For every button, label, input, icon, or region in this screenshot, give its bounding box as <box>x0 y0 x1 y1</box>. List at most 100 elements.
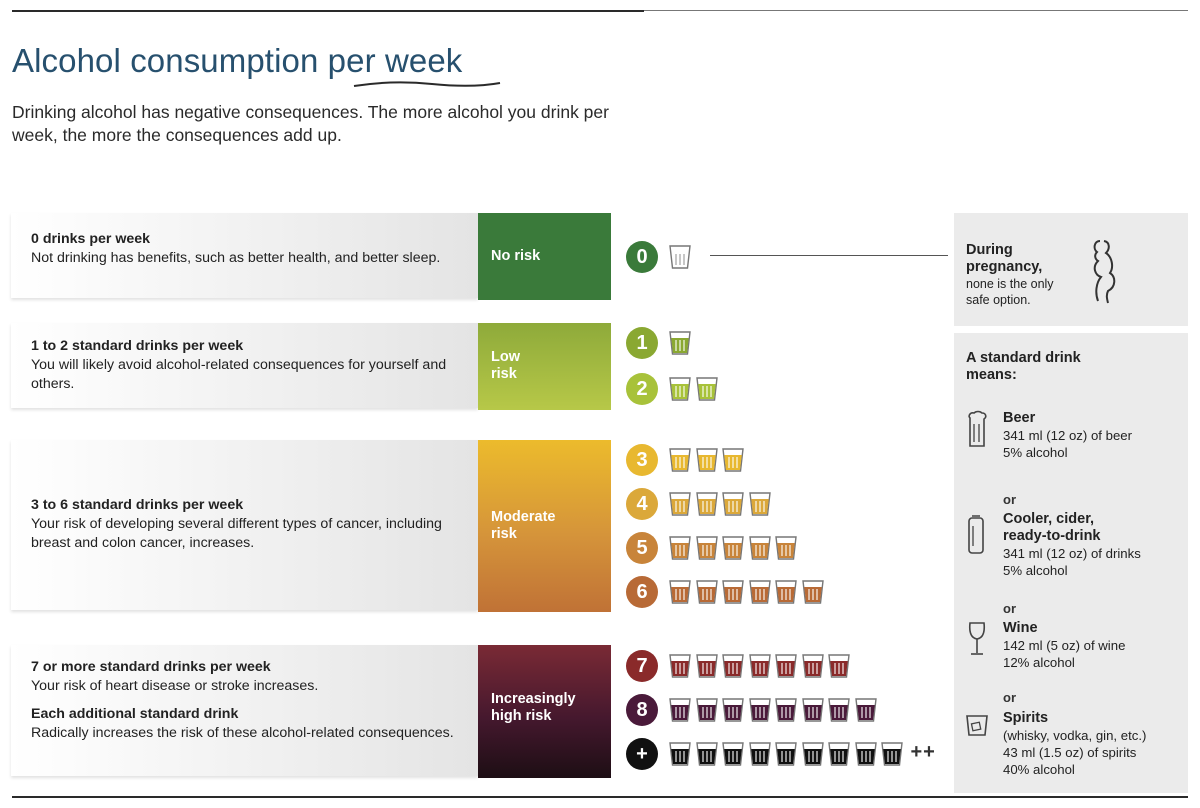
drink-row: 4 <box>626 487 946 521</box>
standard-drink-glass-icon <box>695 448 718 472</box>
drink-count-circle: 8 <box>626 694 658 726</box>
standard-drink-glass-icon <box>801 698 824 722</box>
level-body: Your risk of developing several differen… <box>31 516 442 551</box>
standard-drink-glass-icon <box>748 654 771 678</box>
drink-row: 5 <box>626 531 946 565</box>
standard-drink-glass-icon <box>722 742 744 766</box>
pregnancy-box: During pregnancy, none is the only safe … <box>954 213 1188 326</box>
or-label: or <box>1003 492 1016 507</box>
level-body: Not drinking has benefits, such as bette… <box>31 250 441 266</box>
standard-drink-glass-icon <box>748 742 771 766</box>
drink-count-circle: 2 <box>626 373 658 405</box>
drink-abv-cooler: 5% alcohol <box>1003 563 1068 578</box>
standard-drink-glass-icon <box>695 536 718 560</box>
standard-drink-glass-icon <box>669 654 691 678</box>
drink-volume-wine: 142 ml (5 oz) of wine <box>1003 638 1126 653</box>
page-subtitle: Drinking alcohol has negative consequenc… <box>12 102 609 145</box>
standard-drink-glass-icon <box>748 492 771 516</box>
standard-drink-heading: A standard drink means: <box>966 350 1086 384</box>
risk-label-line1: Moderate <box>491 509 556 525</box>
standard-drink-glass-icon <box>775 698 797 722</box>
standard-drink-glass-icon <box>669 580 691 604</box>
standard-drink-heading-text: A standard drink means: <box>966 350 1081 383</box>
standard-drink-glass-icon <box>722 536 744 560</box>
drink-volume-beer: 341 ml (12 oz) of beer <box>1003 428 1133 443</box>
risk-band-high: Increasingly high risk <box>478 645 611 778</box>
standard-drink-glass-icon <box>695 654 718 678</box>
level-panel-1: 1 to 2 standard drinks per week You will… <box>11 323 478 408</box>
or-label: or <box>1003 601 1016 616</box>
standard-drink-glass-icon <box>801 654 824 678</box>
standard-drink-glass-icon <box>669 536 691 560</box>
drink-count-circle: 6 <box>626 576 658 608</box>
risk-label-line2: risk <box>491 366 517 382</box>
level-heading-2: Each additional standard drink <box>31 706 239 722</box>
standard-drink-glass-icon <box>669 245 691 269</box>
more-drinks-suffix: ++ <box>910 741 936 763</box>
standard-drink-glass-icon <box>669 331 691 355</box>
wine-glass-icon <box>968 622 986 655</box>
risk-label-line1: Increasingly <box>491 691 576 707</box>
drink-name-spirits: Spirits <box>1003 710 1049 726</box>
risk-label-line1: Low <box>491 349 520 365</box>
pregnancy-body: none is the only safe option. <box>966 277 1054 307</box>
level-panel-3: 7 or more standard drinks per week Your … <box>11 645 478 776</box>
can-icon <box>968 515 984 554</box>
top-rule <box>12 10 644 12</box>
standard-drink-glass-icon <box>722 698 744 722</box>
standard-drink-glass-icon <box>748 698 771 722</box>
standard-drink-glass-icon <box>775 580 797 604</box>
standard-drink-glass-icon <box>722 654 744 678</box>
level-heading: 1 to 2 standard drinks per week <box>31 338 244 354</box>
standard-drink-glass-icon <box>722 492 744 516</box>
standard-drink-glass-icon <box>669 377 691 401</box>
drink-volume-cooler: 341 ml (12 oz) of drinks <box>1003 546 1141 561</box>
standard-drink-glass-icon <box>775 536 797 560</box>
risk-label: No risk <box>491 248 541 264</box>
standard-drink-glass-icon <box>695 377 718 401</box>
page-title: Alcohol consumption per week <box>12 42 463 79</box>
drink-name-wine: Wine <box>1003 620 1038 636</box>
drink-count-circle: 3 <box>626 444 658 476</box>
level-panel-2: 3 to 6 standard drinks per week Your ris… <box>11 440 478 610</box>
standard-drink-glass-icon <box>828 742 850 766</box>
title-underline <box>353 81 501 87</box>
standard-drink-glass-icon <box>775 654 797 678</box>
drink-abv-wine: 12% alcohol <box>1003 655 1075 670</box>
standard-drink-box <box>954 333 1188 793</box>
risk-band-moderate: Moderate risk <box>478 440 611 612</box>
standard-drink-glass-icon <box>695 492 718 516</box>
bottom-rule <box>12 796 1188 798</box>
drink-volume-spirits: 43 ml (1.5 oz) of spirits <box>1003 745 1137 760</box>
standard-drink-glass-icon <box>748 580 771 604</box>
risk-band-low: Low risk <box>478 323 611 410</box>
drink-count-circle: 0 <box>626 241 658 273</box>
zero-connector-line <box>710 255 948 256</box>
standard-drink-glass-icon <box>695 742 718 766</box>
standard-drink-glass-icon <box>669 492 691 516</box>
drink-count-circle: 1 <box>626 327 658 359</box>
pregnant-woman-icon <box>1093 240 1116 304</box>
drink-row: 3 <box>626 443 946 477</box>
standard-drink-glass-icon <box>854 698 877 722</box>
level-heading: 7 or more standard drinks per week <box>31 659 271 675</box>
standard-drink-glass-icon <box>801 580 824 604</box>
risk-band-none: No risk <box>478 213 611 300</box>
level-heading: 0 drinks per week <box>31 231 151 247</box>
beer-glass-icon <box>968 410 987 447</box>
drink-name-beer: Beer <box>1003 410 1036 426</box>
level-body-2: Radically increases the risk of these al… <box>31 725 454 741</box>
level-body: You will likely avoid alcohol-related co… <box>31 357 447 392</box>
drink-count-circle: 4 <box>626 488 658 520</box>
or-label: or <box>1003 690 1016 705</box>
standard-drink-glass-icon <box>854 742 877 766</box>
drink-count-circle: + <box>626 738 658 770</box>
drink-row: 0 <box>626 240 946 274</box>
standard-drink-glass-icon <box>722 448 744 472</box>
standard-drink-glass-icon <box>748 536 771 560</box>
drink-name-cooler: Cooler, cider, ready-to-drink <box>1003 511 1101 544</box>
standard-drink-glass-icon <box>801 742 824 766</box>
standard-drink-glass-icon <box>669 448 691 472</box>
pregnancy-heading-1: During <box>966 242 1013 258</box>
standard-drink-glass-icon <box>881 742 903 766</box>
